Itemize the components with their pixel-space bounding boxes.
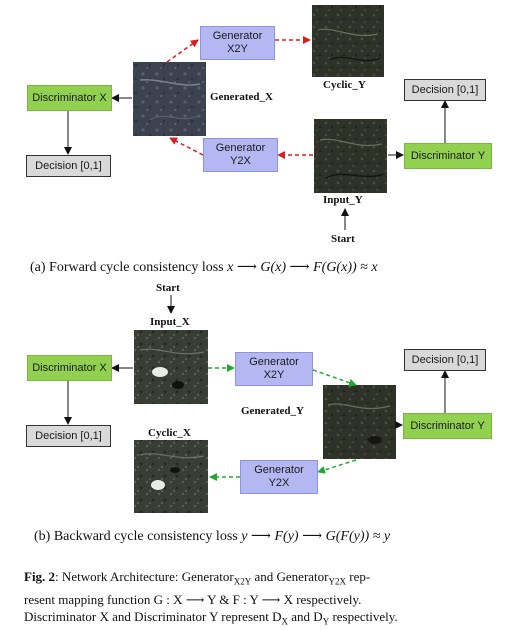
generator-direction-label: X2Y	[263, 369, 285, 381]
arrow-generator-y2x-to-generated-x	[169, 137, 204, 156]
generator-y2x-box: Generator Y2X	[240, 460, 318, 494]
decision-box-left: Decision [0,1]	[26, 425, 111, 447]
photo-cyclic-x	[134, 440, 208, 513]
caption-a-text: (a) Forward cycle consistency loss	[30, 260, 224, 275]
generator-direction-label: Y2X	[268, 477, 290, 489]
figure-caption-line-1: Fig. 2: Network Architecture: GeneratorX…	[24, 568, 504, 591]
discriminator-y-box: Discriminator Y	[403, 413, 492, 439]
photo-input-y	[314, 119, 387, 193]
figure-caption: Fig. 2: Network Architecture: GeneratorX…	[24, 568, 504, 630]
arrow-generated-x-to-generator-x2y	[166, 39, 199, 63]
generator-label: Generator	[254, 464, 304, 476]
caption-text: and D	[288, 608, 323, 624]
caption-subscript: X2Y	[233, 576, 252, 587]
generator-direction-label: Y2X	[230, 155, 251, 167]
caption-text: and Generator	[251, 569, 329, 584]
arrow-generated-y-to-generator-y2x	[317, 459, 357, 474]
caption-subscript: X	[281, 616, 289, 627]
decision-box-right: Decision [0,1]	[404, 79, 486, 101]
caption-text: rep-	[346, 569, 371, 584]
discriminator-y-label: Discriminator Y	[410, 149, 486, 162]
discriminator-x-label: Discriminator X	[32, 91, 107, 104]
caption-b: (b) Backward cycle consistency loss y ⟶ …	[34, 528, 390, 545]
cyclic-x-label: Cyclic_X	[148, 427, 191, 439]
decision-box-right: Decision [0,1]	[404, 349, 486, 371]
decision-label: Decision [0,1]	[35, 159, 102, 172]
input-y-label: Input_Y	[323, 194, 363, 206]
discriminator-x-box: Discriminator X	[27, 85, 112, 111]
caption-text: : Network Architecture: Generator	[55, 569, 234, 584]
start-label: Start	[331, 233, 355, 245]
generator-label: Generator	[249, 356, 299, 368]
caption-text: respectively.	[329, 608, 398, 624]
discriminator-x-label: Discriminator X	[32, 361, 107, 374]
photo-generated-y	[323, 385, 396, 459]
cyclic-y-label: Cyclic_Y	[323, 79, 366, 91]
input-x-label: Input_X	[150, 316, 190, 328]
decision-box-left: Decision [0,1]	[26, 155, 111, 177]
generated-x-label: Generated_X	[210, 91, 273, 103]
generator-direction-label: X2Y	[227, 43, 248, 55]
figure-caption-line-3: Discriminator X and Discriminator Y repr…	[24, 608, 504, 630]
discriminator-x-box: Discriminator X	[27, 355, 112, 381]
figure-label: Fig. 2	[24, 569, 56, 584]
start-label: Start	[156, 282, 180, 294]
discriminator-y-label: Discriminator Y	[410, 419, 485, 432]
decision-label: Decision [0,1]	[35, 429, 102, 442]
discriminator-y-box: Discriminator Y	[404, 143, 492, 169]
photo-cyclic-y	[312, 5, 384, 77]
generated-y-label: Generated_Y	[241, 405, 304, 417]
decision-label: Decision [0,1]	[411, 353, 479, 366]
figure-caption-line-2: resent mapping function G : X ⟶ Y & F : …	[24, 591, 362, 607]
generator-label: Generator	[215, 142, 266, 154]
caption-subscript: Y	[322, 616, 330, 627]
photo-input-x	[134, 330, 208, 404]
generator-y2x-box: Generator Y2X	[203, 138, 278, 172]
caption-a: (a) Forward cycle consistency loss x ⟶ G…	[30, 259, 378, 276]
generator-label: Generator	[212, 30, 263, 42]
caption-a-formula: x ⟶ G(x) ⟶ F(G(x)) ≈ x	[227, 260, 378, 275]
generator-x2y-box: Generator X2Y	[200, 26, 275, 60]
caption-b-text: (b) Backward cycle consistency loss	[34, 529, 238, 544]
generator-x2y-box: Generator X2Y	[235, 352, 313, 386]
caption-text: Discriminator X and Discriminator Y repr…	[24, 608, 282, 624]
photo-generated-x	[133, 62, 206, 136]
arrow-generator-x2y-to-generated-y	[312, 369, 357, 387]
caption-b-formula: y ⟶ F(y) ⟶ G(F(y)) ≈ y	[241, 529, 391, 544]
caption-subscript: Y2X	[328, 576, 347, 587]
decision-label: Decision [0,1]	[411, 83, 479, 96]
